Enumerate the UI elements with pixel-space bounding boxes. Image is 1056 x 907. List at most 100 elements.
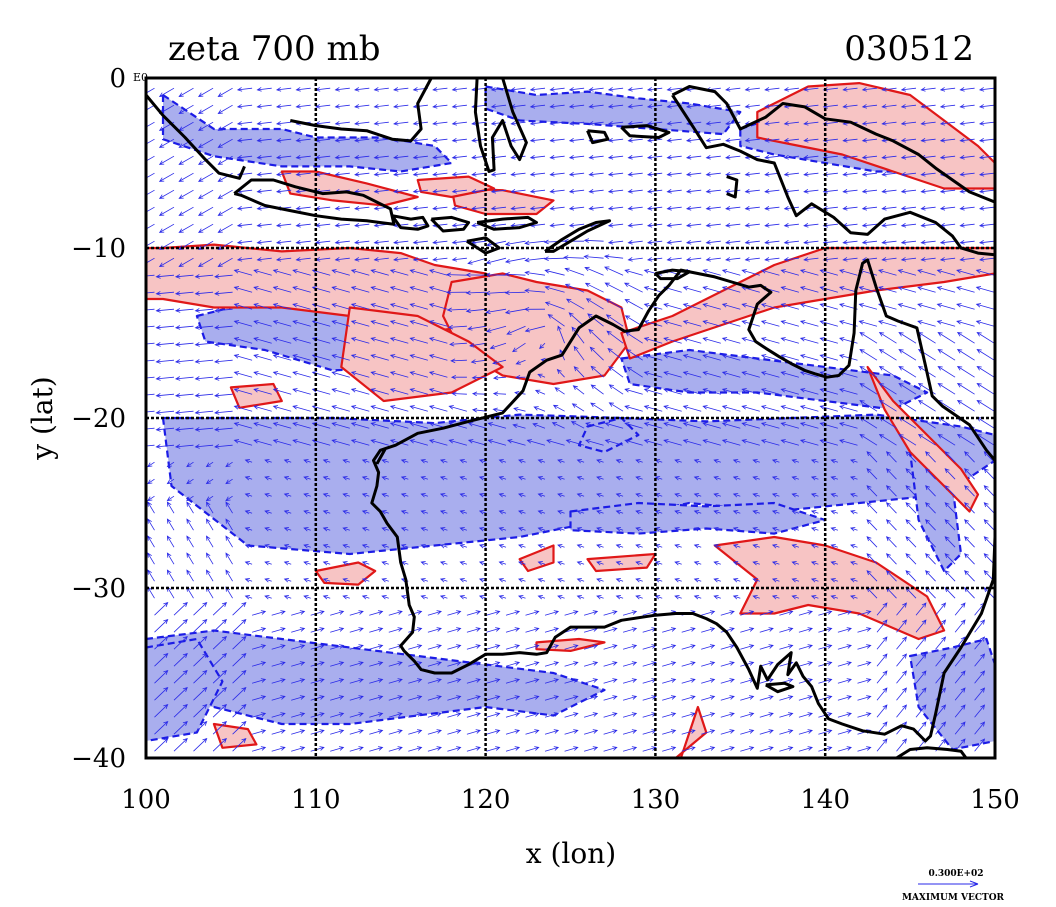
wind-vector [295,223,311,228]
wind-vector [939,121,956,126]
wind-vector [752,578,760,583]
wind-vector [642,661,657,667]
wind-vector [349,712,364,718]
wind-vector [310,678,325,684]
wind-vector [486,325,507,333]
wind-vector [861,223,878,228]
wind-vector [264,527,272,532]
wind-vector [881,206,897,211]
wind-vector [272,422,292,429]
wind-vector [643,286,663,293]
wind-vector [603,610,618,616]
wind-vector [485,308,507,315]
wind-vector [954,670,966,684]
wind-vector [459,544,468,549]
wind-vector [937,349,956,361]
wind-vector [544,285,565,293]
wind-vector [576,493,585,498]
wind-vector [166,552,175,565]
wind-vector [705,155,721,160]
wind-vector [525,695,540,701]
wind-vector [194,291,214,296]
negative-region-band-north-5 [161,93,453,173]
wind-vector [373,189,389,194]
wind-vector [342,493,350,498]
wind-vector [964,536,975,548]
wind-vector [674,510,682,515]
wind-vector [510,87,526,92]
wind-vector [810,578,819,583]
wind-vector [478,595,487,600]
wind-vector [225,518,233,531]
wind-vector [713,476,721,481]
wind-vector [663,320,682,327]
wind-vector [571,403,585,412]
wind-vector [662,644,677,650]
wind-vector [557,544,565,549]
wind-vector [342,595,350,600]
wind-vector [388,610,403,616]
wind-vector [544,301,565,310]
wind-vector [859,366,878,378]
wind-vector [572,385,585,395]
wind-vector [549,87,565,92]
wind-vector [432,87,448,92]
wind-vector [837,746,852,752]
wind-vector [920,257,936,262]
wind-vector [428,320,448,327]
wind-vector [583,712,599,718]
wind-vector [264,595,272,600]
wind-vector [839,439,858,446]
wind-vector [322,493,331,498]
wind-vector [198,206,214,216]
wind-vector [214,444,233,449]
wind-vector [956,332,975,344]
wind-vector [720,712,735,718]
wind-vector [791,493,800,498]
wind-vector [850,544,858,549]
wind-vector [557,578,565,583]
wind-vector [663,371,682,378]
positive-region-east-blob [586,552,657,573]
wind-vector [155,376,175,381]
wind-vector [643,388,663,395]
wind-vector [489,342,507,350]
wind-vector [334,223,350,228]
wind-vector [685,223,702,228]
wind-vector [935,721,947,735]
wind-vector [295,240,311,245]
wind-vector [857,627,872,633]
wind-vector [198,138,214,148]
wind-vector [466,746,481,752]
wind-vector [420,578,429,583]
wind-vector [310,610,325,616]
wind-vector [408,610,423,616]
wind-vector [214,274,233,279]
wind-vector [615,595,624,600]
wind-vector [361,476,370,481]
wind-vector [178,189,194,199]
wind-vector [779,610,794,616]
wind-vector [576,595,585,600]
wind-vector [627,121,643,126]
wind-vector [760,388,780,395]
wind-vector [819,303,839,310]
wind-vector [432,138,448,143]
wind-vector [217,155,233,165]
wind-vector [799,439,819,446]
wind-vector [370,371,389,378]
wind-vector [764,155,780,160]
wind-vector [370,422,389,429]
wind-vector [583,661,599,667]
wind-vector [881,104,897,109]
wind-vector [253,422,272,429]
wind-vector [370,269,389,276]
wind-vector [322,561,331,566]
wind-vector [720,661,735,667]
wind-vector [563,255,585,260]
wind-vector [878,400,897,412]
wind-vector [759,678,774,684]
wind-vector [885,468,897,480]
wind-vector [291,661,306,667]
vector-legend-value: 0.300E+02 [928,869,983,879]
